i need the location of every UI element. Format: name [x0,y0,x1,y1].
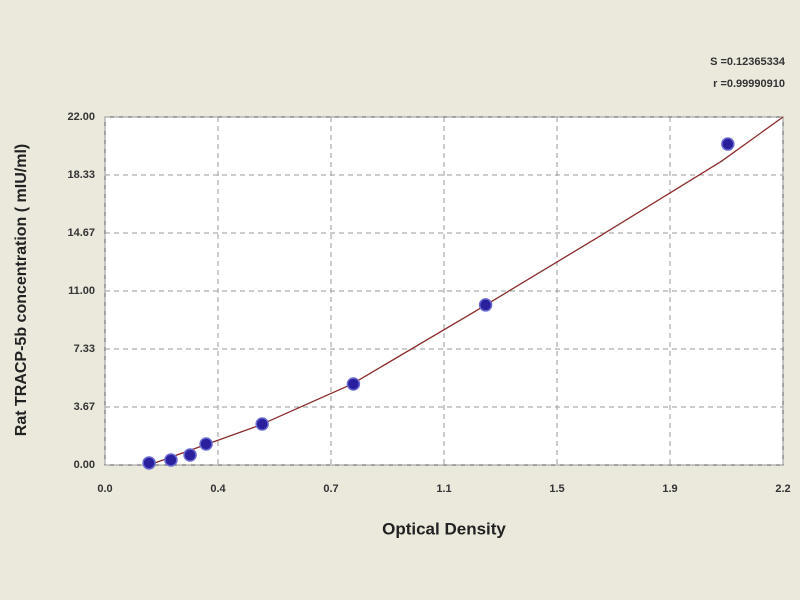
x-tick-label: 2.2 [775,483,790,495]
y-tick-label: 0.00 [74,459,95,471]
annotation: S =0.12365334 [710,56,786,68]
y-axis-label: Rat TRACP-5b concentration ( mIU/ml) [13,144,30,436]
y-tick-label: 7.33 [74,343,95,355]
data-point [164,453,178,467]
y-tick-label: 11.00 [68,285,95,297]
x-axis-label: Optical Density [382,519,506,538]
data-point [346,377,361,391]
x-tick-label: 0.0 [97,483,112,495]
x-tick-label: 1.5 [549,483,564,495]
data-point [255,417,269,431]
data-point [478,298,493,312]
x-tick-label: 1.9 [662,483,677,495]
y-tick-label: 14.67 [67,227,95,239]
x-tick-label: 1.1 [436,483,451,495]
y-tick-label: 18.33 [67,169,95,181]
x-tick-label: 0.7 [323,483,338,495]
y-tick-label: 3.67 [74,401,95,413]
x-tick-label: 0.4 [210,483,226,495]
data-point [199,437,213,451]
y-tick-label: 22.00 [67,111,95,123]
data-point [142,456,156,470]
data-point [721,137,735,151]
annotation: r =0.99990910 [713,78,785,90]
data-point [183,448,197,462]
